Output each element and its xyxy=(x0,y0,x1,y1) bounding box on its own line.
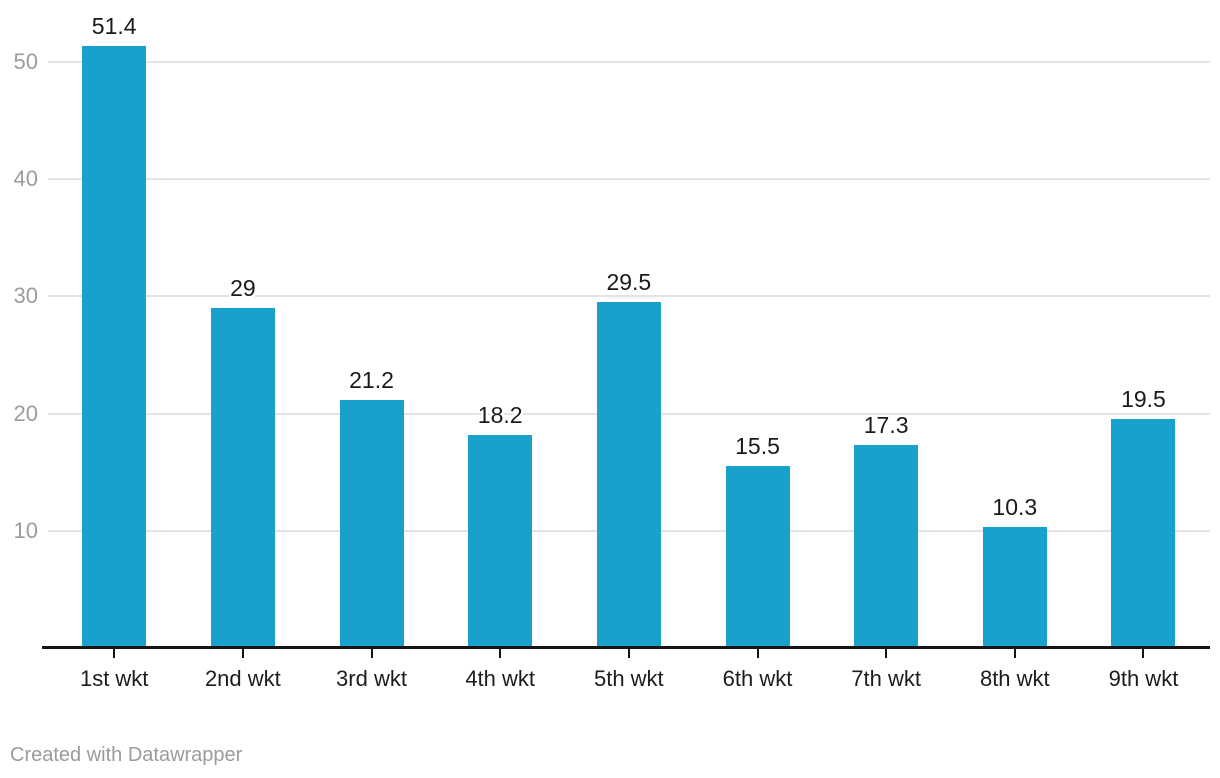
value-label: 51.4 xyxy=(91,12,137,39)
x-tick-label-8th-wkt: 8th wkt xyxy=(979,666,1050,691)
value-label: 17.3 xyxy=(863,412,909,439)
gridline-30 xyxy=(48,295,1210,298)
bar-4th-wkt xyxy=(468,434,533,648)
x-tick-label-2nd-wkt: 2nd wkt xyxy=(204,666,281,691)
bar-7th-wkt xyxy=(854,445,919,648)
datawrapper-credit-link[interactable]: Created with Datawrapper xyxy=(10,744,243,766)
bar-9th-wkt xyxy=(1111,419,1176,648)
value-label: 19.5 xyxy=(1121,386,1166,413)
x-tick-label-4th-wkt: 4th wkt xyxy=(465,666,536,691)
x-tick-label-1st-wkt: 1st wkt xyxy=(79,666,149,691)
gridline-40 xyxy=(48,178,1210,181)
x-axis-tick xyxy=(113,649,116,658)
x-axis-tick xyxy=(885,649,888,658)
bar-1st-wkt xyxy=(82,45,147,648)
x-tick-label-3rd-wkt: 3rd wkt xyxy=(336,666,407,691)
gridline-50 xyxy=(48,61,1210,63)
x-tick-label-7th-wkt: 7th wkt xyxy=(851,666,921,691)
x-axis-tick xyxy=(627,649,630,658)
bar-5th-wkt xyxy=(596,302,661,648)
x-axis-tick xyxy=(370,649,373,658)
value-label: 29 xyxy=(230,275,256,302)
x-axis-tick xyxy=(1013,649,1016,658)
y-tick-label-40: 40 xyxy=(13,166,38,192)
x-tick-label-6th-wkt: 6th wkt xyxy=(722,666,793,691)
value-label: 15.5 xyxy=(735,433,780,460)
x-axis-tick xyxy=(241,649,244,658)
value-label: 29.5 xyxy=(606,269,652,296)
y-tick-label-50: 50 xyxy=(13,49,38,74)
value-label: 10.3 xyxy=(992,494,1038,521)
bar-3rd-wkt xyxy=(339,399,404,648)
x-axis-line xyxy=(42,646,1210,649)
x-tick-label-5th-wkt: 5th wkt xyxy=(593,666,664,691)
x-axis-tick xyxy=(1142,649,1145,658)
bar-2nd-wkt xyxy=(210,308,275,648)
bar-6th-wkt xyxy=(725,466,790,648)
value-label: 21.2 xyxy=(349,366,394,393)
x-axis-tick xyxy=(499,649,502,658)
x-tick-label-9th-wkt: 9th wkt xyxy=(1108,666,1179,691)
value-label: 18.2 xyxy=(477,401,523,428)
y-tick-label-20: 20 xyxy=(13,400,38,426)
bar-8th-wkt xyxy=(982,527,1047,648)
y-tick-label-30: 30 xyxy=(13,283,38,309)
x-axis-tick xyxy=(756,649,759,658)
y-tick-label-10: 10 xyxy=(13,517,38,543)
